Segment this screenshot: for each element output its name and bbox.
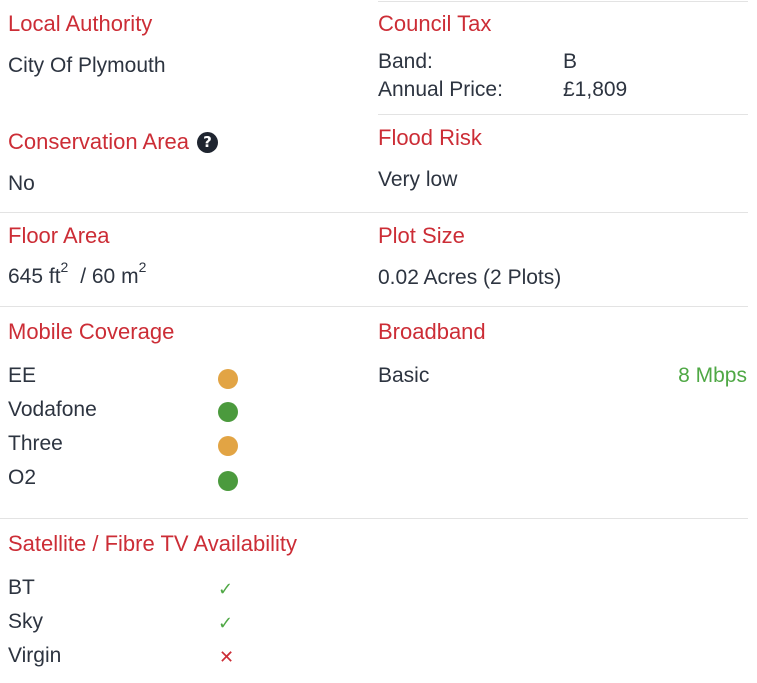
- conservation-area-value: No: [8, 172, 35, 195]
- mobile-provider-name: EE: [8, 364, 37, 387]
- mobile-provider-name: Three: [8, 432, 63, 455]
- tv-availability-title: Satellite / Fibre TV Availability: [8, 531, 297, 556]
- council-tax-price-label: Annual Price:: [378, 78, 503, 101]
- council-tax-band-value: B: [563, 50, 578, 73]
- broadband-title: Broadband: [378, 319, 486, 344]
- coverage-status-dot: [218, 369, 238, 389]
- mobile-coverage-title: Mobile Coverage: [8, 319, 175, 344]
- floor-area-title: Floor Area: [8, 223, 110, 248]
- divider-1: [378, 114, 748, 115]
- divider-4: [0, 518, 748, 519]
- floor-area-value: 645 ft2 / 60 m2: [8, 260, 146, 290]
- flood-risk-title: Flood Risk: [378, 125, 482, 150]
- tv-provider-name: Sky: [8, 610, 44, 633]
- mobile-provider-name: Vodafone: [8, 398, 97, 421]
- check-icon: ✓: [218, 613, 234, 634]
- broadband-type: Basic: [378, 364, 430, 387]
- top-divider: [378, 1, 748, 2]
- tv-provider-name: Virgin: [8, 644, 62, 667]
- plot-size-value: 0.02 Acres (2 Plots): [378, 266, 562, 289]
- tv-provider-name: BT: [8, 576, 35, 599]
- divider-3: [0, 306, 748, 307]
- local-authority-title: Local Authority: [8, 11, 153, 36]
- local-authority-value: City Of Plymouth: [8, 54, 166, 77]
- coverage-status-dot: [218, 436, 238, 456]
- flood-risk-value: Very low: [378, 168, 458, 191]
- plot-size-title: Plot Size: [378, 223, 465, 248]
- floor-area-separator: /: [80, 265, 87, 288]
- coverage-status-dot: [218, 402, 238, 422]
- question-circle-icon[interactable]: ?: [197, 132, 218, 153]
- check-icon: ✓: [218, 579, 234, 600]
- conservation-area-title: Conservation Area?: [8, 129, 218, 155]
- floor-area-metric-exp: 2: [138, 259, 147, 275]
- cross-icon: ✕: [219, 647, 235, 668]
- broadband-speed: 8 Mbps: [678, 364, 747, 387]
- council-tax-price-value: £1,809: [563, 78, 628, 101]
- divider-2: [0, 212, 748, 213]
- floor-area-imperial-exp: 2: [60, 259, 69, 275]
- coverage-status-dot: [218, 471, 238, 491]
- council-tax-title: Council Tax: [378, 11, 492, 36]
- council-tax-band-label: Band:: [378, 50, 433, 73]
- conservation-area-title-text: Conservation Area: [8, 129, 189, 154]
- floor-area-metric: 60 m: [91, 265, 139, 288]
- mobile-provider-name: O2: [8, 466, 37, 489]
- floor-area-imperial: 645 ft: [8, 265, 61, 288]
